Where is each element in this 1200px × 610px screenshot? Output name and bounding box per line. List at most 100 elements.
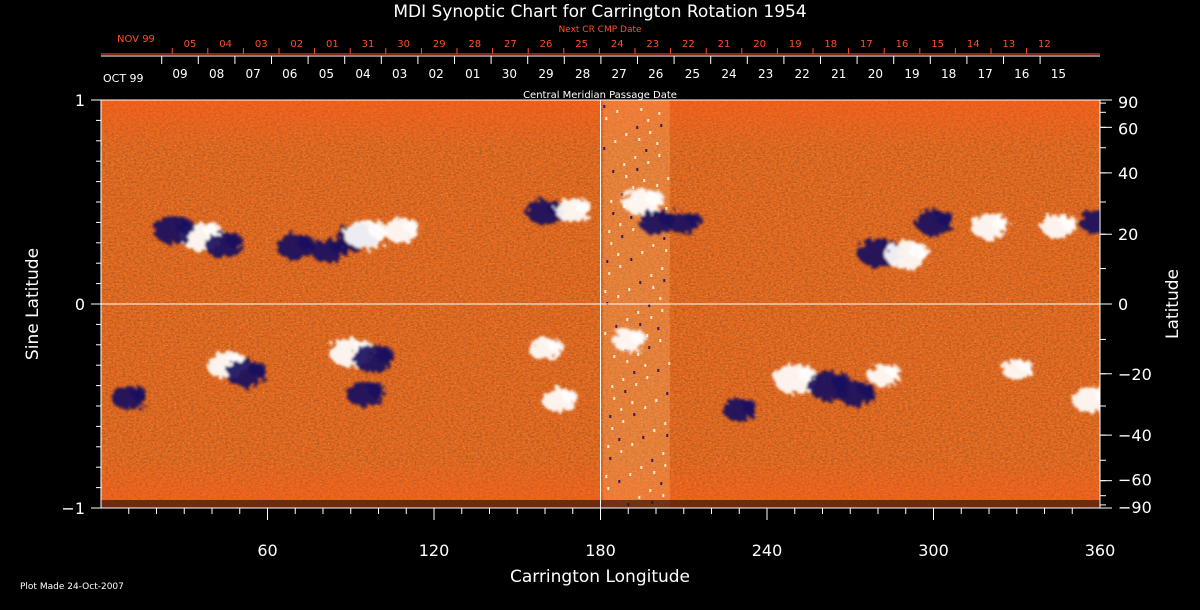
data-gap-speckle bbox=[660, 482, 663, 485]
data-gap-speckle bbox=[653, 471, 656, 474]
data-gap-speckle bbox=[645, 149, 648, 152]
next-rotation-label: Next CR CMP Date bbox=[558, 25, 642, 35]
data-gap-speckle bbox=[641, 251, 644, 254]
active-region-negative-lobe bbox=[1099, 217, 1100, 220]
y-left-tick-label: 0 bbox=[75, 295, 85, 314]
data-gap-speckle bbox=[619, 223, 622, 226]
y-right-tick-label: 20 bbox=[1118, 225, 1138, 244]
data-gap-speckle bbox=[618, 480, 621, 483]
y-right-tick-label: 90 bbox=[1118, 93, 1138, 112]
active-region-positive-lobe bbox=[1061, 215, 1077, 230]
active-region-negative-lobe bbox=[936, 211, 954, 226]
next-rotation-date: 05 bbox=[184, 39, 197, 50]
y-right-tick-label: 40 bbox=[1118, 164, 1138, 183]
cmp-date: 25 bbox=[685, 67, 700, 81]
data-gap-speckle bbox=[658, 112, 661, 115]
data-gap-speckle bbox=[653, 429, 656, 432]
active-region-positive-lobe bbox=[575, 199, 592, 213]
cmp-date: 18 bbox=[941, 67, 956, 81]
active-region-negative-lobe bbox=[176, 218, 195, 234]
data-gap-speckle bbox=[607, 445, 610, 448]
next-rotation-date: 30 bbox=[397, 39, 410, 50]
data-gap-speckle bbox=[656, 142, 659, 145]
data-gap-speckle bbox=[659, 297, 662, 300]
active-region-negative-lobe bbox=[375, 347, 395, 363]
data-gap-speckle bbox=[652, 286, 655, 289]
next-rotation-date: 19 bbox=[789, 39, 802, 50]
data-gap-speckle bbox=[622, 378, 625, 381]
data-gap-speckle bbox=[617, 295, 620, 298]
data-gap-speckle bbox=[646, 334, 649, 337]
data-gap-speckle bbox=[620, 408, 623, 411]
cmp-ticks bbox=[101, 55, 1100, 64]
cmp-date: 19 bbox=[904, 67, 919, 81]
active-region-negative-lobe bbox=[858, 382, 876, 397]
data-gap-speckle bbox=[615, 325, 618, 328]
active-region-negative-lobe bbox=[367, 382, 385, 397]
data-gap-speckle bbox=[648, 304, 651, 307]
data-gap-speckle bbox=[667, 177, 670, 180]
data-gap-speckle bbox=[644, 364, 647, 367]
data-gap-speckle bbox=[630, 216, 633, 219]
next-rotation-date: 17 bbox=[860, 39, 873, 50]
cmp-date: 23 bbox=[758, 67, 773, 81]
data-gap-speckle bbox=[665, 249, 668, 252]
data-gap-speckle bbox=[630, 258, 633, 261]
active-region-positive-lobe bbox=[991, 215, 1009, 230]
x-tick-label: 120 bbox=[419, 541, 450, 560]
active-region-positive-lobe bbox=[1019, 360, 1033, 372]
data-gap-speckle bbox=[631, 443, 634, 446]
data-gap-speckle bbox=[668, 362, 671, 365]
active-region-positive-lobe bbox=[630, 330, 646, 344]
data-gap-speckle bbox=[621, 235, 624, 238]
data-gap-speckle bbox=[662, 452, 665, 455]
data-gap-speckle bbox=[613, 397, 616, 400]
data-gap-speckle bbox=[608, 272, 611, 275]
cmp-date: 24 bbox=[721, 67, 736, 81]
cmp-date: 28 bbox=[575, 67, 590, 81]
data-gap-speckle bbox=[606, 260, 609, 263]
cmp-date: 04 bbox=[355, 67, 370, 81]
cmp-date: 05 bbox=[319, 67, 334, 81]
cmp-date: 06 bbox=[282, 67, 297, 81]
next-rotation-date: 24 bbox=[611, 39, 624, 50]
next-rotation-date: 25 bbox=[575, 39, 588, 50]
active-region-positive-lobe bbox=[886, 365, 901, 378]
data-gap-speckle bbox=[664, 422, 667, 425]
cmp-date: 02 bbox=[429, 67, 444, 81]
active-region-negative-lobe bbox=[248, 361, 267, 377]
next-rotation-date: 28 bbox=[468, 39, 481, 50]
y-left-tick-label: 1 bbox=[75, 91, 85, 110]
active-region-positive-lobe bbox=[367, 221, 388, 238]
next-rotation-date: 15 bbox=[931, 39, 944, 50]
data-gap-speckle bbox=[610, 200, 613, 203]
data-gap-speckle bbox=[664, 464, 667, 467]
active-region-positive-lobe bbox=[547, 338, 563, 352]
data-gap-speckle bbox=[609, 415, 612, 418]
data-gap-speckle bbox=[620, 450, 623, 453]
y-axis-right: 90 60 40 20 0 −20 −40 −60 −90 bbox=[1100, 93, 1152, 517]
data-gap-speckle bbox=[644, 406, 647, 409]
data-gap-speckle bbox=[611, 427, 614, 430]
data-gap-speckle bbox=[650, 316, 653, 319]
next-rotation-date: 20 bbox=[753, 39, 766, 50]
next-rotation-month: NOV 99 bbox=[117, 34, 155, 45]
cmp-date: 08 bbox=[209, 67, 224, 81]
cmp-date: 26 bbox=[648, 67, 663, 81]
data-gap-speckle bbox=[646, 376, 649, 379]
data-gap-speckle bbox=[625, 175, 628, 178]
plot-made-note: Plot Made 24-Oct-2007 bbox=[20, 582, 124, 592]
data-gap-speckle bbox=[639, 281, 642, 284]
cmp-date: 16 bbox=[1014, 67, 1029, 81]
active-region-negative-lobe bbox=[225, 233, 243, 248]
next-rotation-ticks bbox=[101, 48, 1100, 55]
active-region-negative-lobe bbox=[686, 212, 702, 225]
data-gap-speckle bbox=[629, 473, 632, 476]
cmp-date: 01 bbox=[465, 67, 480, 81]
data-gap-speckle bbox=[663, 237, 666, 240]
data-gap-speckle bbox=[628, 288, 631, 291]
data-gap-speckle bbox=[632, 228, 635, 231]
next-rotation-date: 31 bbox=[362, 39, 375, 50]
active-regions bbox=[111, 188, 1100, 422]
